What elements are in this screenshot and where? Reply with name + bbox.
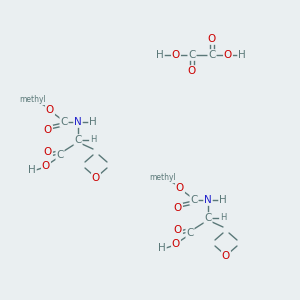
Text: O: O xyxy=(92,173,100,183)
Text: H: H xyxy=(238,50,246,60)
Text: C: C xyxy=(204,213,212,223)
Text: O: O xyxy=(172,239,180,249)
Text: O: O xyxy=(208,34,216,44)
Text: O: O xyxy=(176,183,184,193)
Text: C: C xyxy=(190,195,198,205)
Text: O: O xyxy=(224,50,232,60)
Text: C: C xyxy=(208,50,216,60)
Text: O: O xyxy=(174,203,182,213)
Text: C: C xyxy=(186,228,194,238)
Text: H: H xyxy=(220,214,226,223)
Text: methyl: methyl xyxy=(150,173,176,182)
Text: O: O xyxy=(222,251,230,261)
Text: C: C xyxy=(74,135,82,145)
Text: O: O xyxy=(44,125,52,135)
Text: O: O xyxy=(46,105,54,115)
Text: H: H xyxy=(219,195,227,205)
Text: H: H xyxy=(90,136,96,145)
Text: C: C xyxy=(56,150,64,160)
Text: C: C xyxy=(188,50,196,60)
Text: C: C xyxy=(60,117,68,127)
Text: H: H xyxy=(89,117,97,127)
Text: H: H xyxy=(28,165,36,175)
Text: O: O xyxy=(188,66,196,76)
Text: O: O xyxy=(44,147,52,157)
Text: H: H xyxy=(156,50,164,60)
Text: H: H xyxy=(158,243,166,253)
Text: N: N xyxy=(204,195,212,205)
Text: O: O xyxy=(42,161,50,171)
Text: O: O xyxy=(172,50,180,60)
Text: O: O xyxy=(174,225,182,235)
Text: N: N xyxy=(74,117,82,127)
Text: methyl: methyl xyxy=(20,95,46,104)
